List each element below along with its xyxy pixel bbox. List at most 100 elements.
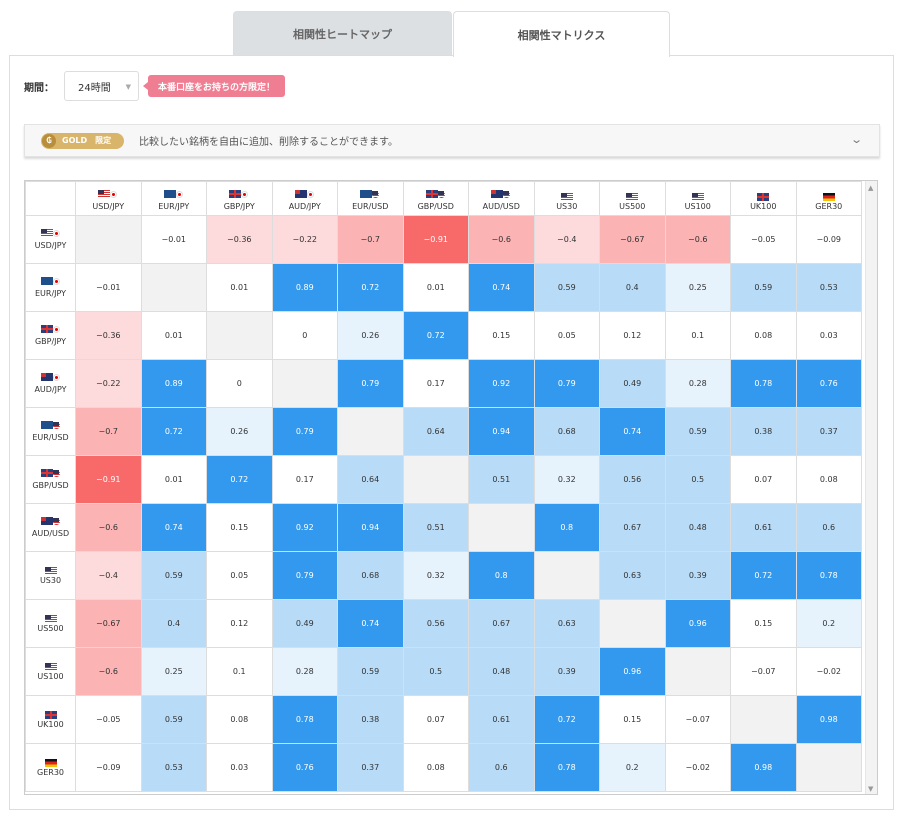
matrix-cell: 0.08 [206,695,273,744]
matrix-table: USD/JPY EUR/JPY GBP/JPY AUD/JPY EUR/USD GBP/U… [25,181,862,792]
matrix-cell: −0.02 [664,743,731,792]
matrix-cell: 0.28 [271,647,338,696]
period-select[interactable]: 24時間 ▼ [64,71,139,101]
gold-feature-bar[interactable]: ₲ GOLD 限定 比較したい銘柄を自由に追加、削除することができます。 ⌄ [24,124,880,157]
row-header: US100 [25,647,76,696]
matrix-cell: 0.89 [271,263,338,312]
matrix-cell: 0.92 [271,503,338,552]
matrix-cell: 0.37 [795,407,862,456]
table-row: GBP/JPY −0.36 0.01 0 0.26 0.72 0.15 0.05 0.12 0.1… [25,311,862,360]
matrix-scrollbar[interactable]: ▲ ▼ [865,181,877,794]
row-header: AUD/USD [25,503,76,552]
matrix-cell: 0.63 [533,599,600,648]
chevron-down-icon[interactable]: ⌄ [849,133,863,146]
scroll-up-icon[interactable]: ▲ [868,184,874,192]
flag-icon [691,193,704,201]
matrix-cell: 0.4 [140,599,207,648]
matrix-cell: 0.03 [795,311,862,360]
matrix-cell: −0.4 [75,551,142,600]
period-label: 期間： [24,82,54,94]
column-header-label: US100 [684,202,711,211]
matrix-cell: −0.05 [730,215,797,264]
matrix-cell: 0.05 [206,551,273,600]
matrix-cell: −0.36 [206,215,273,264]
matrix-cell: 0.78 [533,743,600,792]
matrix-cell: 0.89 [140,359,207,408]
matrix-cell: 0.15 [599,695,666,744]
table-row: US30 −0.4 0.59 0.05 0.79 0.68 0.32 0.8 0.63 0.39 0… [25,551,862,600]
matrix-cell: 0.39 [533,647,600,696]
tab-heatmap[interactable]: 相関性ヒートマップ [233,11,452,56]
column-header: AUD/JPY [271,181,338,216]
matrix-cell: −0.22 [75,359,142,408]
table-row: GER30 −0.09 0.53 0.03 0.76 0.37 0.08 0.6 0.78 0.2… [25,743,862,792]
column-header-label: AUD/USD [482,202,520,211]
flag-icon [757,193,770,201]
matrix-cell: 0.78 [730,359,797,408]
column-header: US500 [599,181,666,216]
gold-badge-label: GOLD [62,136,88,145]
row-header: US500 [25,599,76,648]
flag-icon [40,469,61,478]
row-header: GBP/JPY [25,311,76,360]
matrix-cell: 0.48 [468,647,535,696]
matrix-cell: 0.92 [468,359,535,408]
matrix-cell: 0.28 [664,359,731,408]
column-header-label: AUD/JPY [288,202,321,211]
matrix-cell: 0.96 [599,647,666,696]
matrix-corner [25,181,76,216]
matrix-cell: 0.8 [468,551,535,600]
flag-icon [163,190,184,199]
matrix-cell: −0.91 [75,455,142,504]
matrix-cell: 0.6 [795,503,862,552]
scroll-down-icon[interactable]: ▼ [868,785,874,793]
flag-icon [98,190,118,199]
matrix-cell: 0.59 [730,263,797,312]
matrix-cell: 0.64 [337,455,404,504]
row-header-label: US500 [37,623,64,633]
matrix-cell: 0 [271,311,338,360]
matrix-cell: 0.78 [795,551,862,600]
matrix-cell [402,455,469,504]
matrix-cell: 0.72 [402,311,469,360]
column-header: GBP/USD [402,181,469,216]
column-header-label: EUR/JPY [158,202,190,211]
flag-icon [626,193,639,201]
flag-icon [40,373,61,382]
matrix-cell [206,311,273,360]
matrix-cell: 0.72 [337,263,404,312]
row-header-label: AUD/JPY [34,385,67,394]
matrix-cell [730,695,797,744]
matrix-cell: −0.09 [795,215,862,264]
column-header-label: GBP/JPY [223,202,255,211]
matrix-cell [599,599,666,648]
matrix-cell: 0.5 [402,647,469,696]
matrix-cell: 0.67 [468,599,535,648]
matrix-cell: 0.72 [206,455,273,504]
matrix-cell: 0.8 [533,503,600,552]
matrix-cell: 0.25 [664,263,731,312]
column-header: GER30 [795,181,862,216]
matrix-cell: −0.7 [75,407,142,456]
matrix-cell: 0.1 [664,311,731,360]
gold-limited-label: 限定 [95,136,112,145]
flag-icon [294,190,315,199]
column-header: GBP/JPY [206,181,273,216]
tab-matrix[interactable]: 相関性マトリクス [453,11,670,57]
row-header: GBP/USD [25,455,76,504]
matrix-cell: 0.39 [664,551,731,600]
column-header: AUD/USD [468,181,535,216]
flag-icon [40,229,61,238]
chevron-down-icon: ▼ [125,83,131,91]
matrix-cell: −0.01 [140,215,207,264]
row-header-label: EUR/USD [32,433,69,442]
matrix-cell: 0.56 [402,599,469,648]
matrix-cell: 0.08 [402,743,469,792]
matrix-cell: 0.08 [730,311,797,360]
row-header-label: GBP/JPY [34,337,67,346]
matrix-cell: 0.79 [533,359,600,408]
matrix-cell: 0.25 [140,647,207,696]
matrix-cell: 0.59 [140,695,207,744]
matrix-cell: 0.67 [599,503,666,552]
matrix-cell [468,503,535,552]
